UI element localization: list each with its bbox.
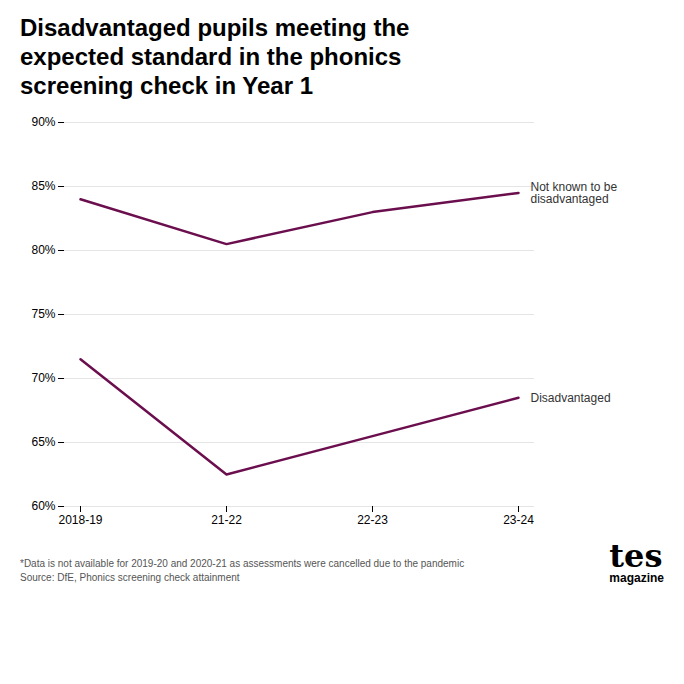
svg-text:90%: 90% — [31, 116, 55, 130]
svg-text:80%: 80% — [31, 244, 55, 258]
svg-text:60%: 60% — [31, 500, 55, 514]
svg-text:75%: 75% — [31, 308, 55, 322]
html-text:Disadvantaged pupils meeting t: Disadvantaged pupils meeting the expecte… — [20, 14, 410, 99]
svg-text:22-23: 22-23 — [357, 513, 388, 527]
svg-text:2018-19: 2018-19 — [58, 513, 102, 527]
svg-text:70%: 70% — [31, 372, 55, 386]
html-text:*Data is not available for 201: *Data is not available for 2019-20 and 2… — [20, 558, 465, 583]
svg-text:23-24: 23-24 — [503, 513, 534, 527]
html-text:magazine: magazine — [609, 571, 664, 586]
svg-text:Disadvantaged: Disadvantaged — [531, 391, 611, 405]
svg-text:21-22: 21-22 — [211, 513, 242, 527]
html-text:tes: tes — [609, 537, 663, 576]
svg-text:65%: 65% — [31, 436, 55, 450]
svg-text:Not known to bedisadvantaged: Not known to bedisadvantaged — [531, 180, 618, 206]
svg-text:85%: 85% — [31, 180, 55, 194]
